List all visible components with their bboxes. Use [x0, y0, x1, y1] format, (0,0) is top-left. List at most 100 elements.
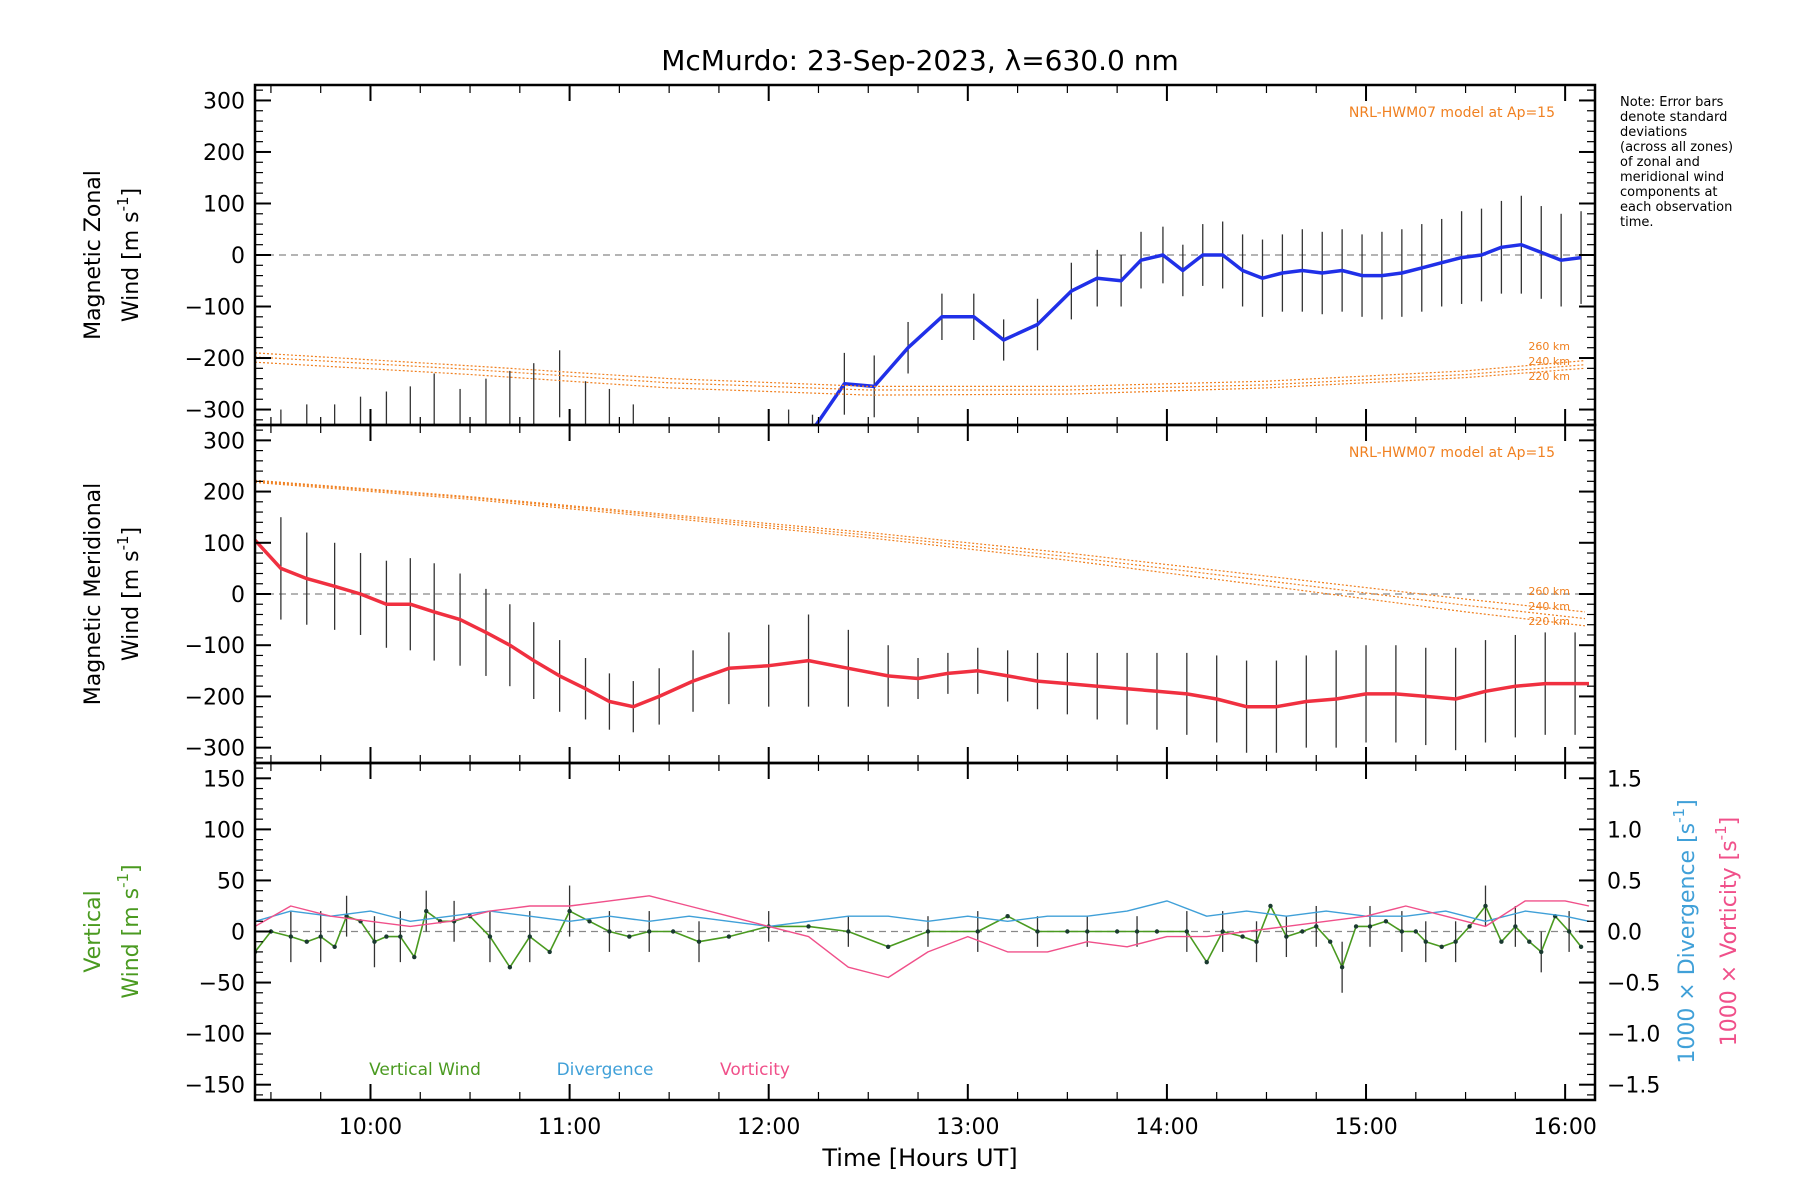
panel-frame [253, 761, 1597, 1102]
vertical-wind-point [1539, 949, 1544, 955]
vertical-wind-point [1268, 903, 1273, 909]
vertical-wind-point [885, 944, 891, 950]
vertical-wind-point [332, 944, 337, 950]
y-tick-label: 100 [203, 192, 245, 217]
vertical-wind-point [607, 929, 612, 934]
note-line: (across all zones) [1620, 140, 1734, 155]
vertical-wind-point [372, 939, 377, 944]
vertical-wind-point [587, 919, 592, 924]
vertical-wind-point [627, 934, 632, 939]
y-tick-label: 150 [203, 767, 245, 792]
vertical-wind-point [1578, 944, 1584, 950]
y2-tick-label: −1.5 [1607, 1074, 1660, 1099]
y-tick-label: 300 [203, 429, 245, 454]
y-tick-label: −100 [185, 1023, 245, 1048]
vertical-wind-point [1220, 929, 1225, 934]
vertical-wind-point [1005, 913, 1010, 919]
x-tick-label: 10:00 [339, 1115, 402, 1140]
x-tick-label: 13:00 [936, 1115, 999, 1140]
x-axis-label: Time [Hours UT] [821, 1144, 1017, 1172]
y-tick-label: −100 [185, 634, 245, 659]
vertical-wind-point [1154, 929, 1160, 934]
vertical-wind-point [806, 924, 811, 929]
vertical-wind-point [318, 934, 323, 939]
y-tick-label: −200 [185, 347, 245, 372]
y-label-line2: Wind [m s-1] [114, 527, 144, 661]
vertical-wind-point [925, 929, 931, 934]
altitude-label: 240 km [1528, 355, 1570, 368]
vertical-wind-point [1327, 939, 1333, 944]
note-line: components at [1620, 185, 1718, 200]
legend-entry: Vorticity [720, 1060, 790, 1080]
panel-meridional: 300 200 100 0 −100 −200 −300 Magnetic Meridiona… [81, 423, 1597, 765]
note-line: denote standard [1620, 110, 1728, 125]
vertical-wind-point [1499, 939, 1504, 944]
vertical-wind-point [1367, 924, 1373, 929]
vertical-wind-point [344, 913, 349, 919]
y-label-line2: Wind [m s-1] [114, 864, 144, 998]
vorticity-axis-label: 1000 × Vorticity [s-1] [1712, 817, 1742, 1046]
vertical-wind-point [1254, 939, 1259, 944]
vertical-wind-point [487, 934, 493, 939]
panel-zonal: 300 200 100 0 −100 −200 −300 Magnetic Zonal Wind… [81, 83, 1597, 427]
vertical-wind-point [424, 908, 429, 914]
series-line-divergence [255, 900, 1590, 928]
vertical-wind-point [1204, 959, 1209, 965]
series-line-model-260-km [255, 479, 1586, 613]
series-line-model-220-km [255, 361, 1586, 396]
altitude-label: 220 km [1528, 370, 1570, 383]
x-tick-label: 12:00 [737, 1115, 800, 1140]
y2-tick-label: 0.5 [1607, 869, 1642, 894]
series-line-model-240-km [255, 356, 1586, 391]
y-tick-label: 0 [231, 583, 245, 608]
y2-tick-label: −0.5 [1607, 972, 1660, 997]
x-tick-label: 15:00 [1334, 1115, 1397, 1140]
altitude-label: 260 km [1528, 340, 1570, 353]
y-tick-label: −100 [185, 296, 245, 321]
y-tick-label: 0 [231, 921, 245, 946]
vertical-wind-point [975, 929, 980, 934]
x-tick-label: 16:00 [1533, 1115, 1596, 1140]
vorticity-axis-label-text: 1000 × Vorticity [s-1] [1712, 817, 1742, 1046]
vertical-wind-point [1483, 903, 1488, 909]
altitude-label: 260 km [1528, 585, 1570, 598]
y2-tick-label: −1.0 [1607, 1023, 1660, 1048]
x-tick-label: 14:00 [1135, 1115, 1198, 1140]
y-label-line2: Wind [m s-1] [114, 188, 144, 322]
divergence-axis-label-text: 1000 × Divergence [s-1] [1670, 799, 1700, 1063]
bottom-panel-extras: 1.5 1.0 0.5 0.0 −0.5 −1.0 −1.5 1000 × Divergenc… [339, 767, 1742, 1172]
y-label-line1: Magnetic Meridional [81, 483, 106, 705]
vertical-wind-point [1423, 939, 1428, 944]
y-tick-label: −150 [185, 1074, 245, 1099]
y-tick-label: 300 [203, 89, 245, 114]
y-tick-label: 100 [203, 818, 245, 843]
vertical-wind-point [846, 929, 851, 934]
vertical-wind-point [1566, 929, 1572, 934]
y-tick-label: −50 [199, 972, 245, 997]
y-tick-label: 200 [203, 141, 245, 166]
altitude-label: 220 km [1528, 615, 1570, 628]
error-bar-note: Note: Error bars denote standard deviati… [1620, 95, 1790, 230]
vertical-wind-point [1399, 929, 1405, 934]
vertical-wind-point [1413, 929, 1419, 934]
vertical-wind-point [412, 954, 417, 960]
y-axis-label: Magnetic Meridional Wind [m s-1] [81, 483, 144, 705]
vertical-wind-point [1240, 934, 1245, 939]
legend-entry: Vertical Wind [369, 1060, 481, 1080]
series-line-zonal-wind [813, 242, 1582, 425]
note-line: Note: Error bars [1620, 95, 1724, 110]
series-line-vorticity [255, 895, 1590, 979]
vertical-wind-point [1314, 924, 1319, 929]
vertical-wind-point [567, 908, 572, 914]
vertical-wind-point [1300, 929, 1305, 934]
series-line-model-260-km [255, 352, 1586, 387]
vertical-wind-point [507, 965, 513, 970]
vertical-wind-point [1184, 929, 1190, 934]
vertical-wind-point [527, 934, 532, 939]
series-line-model-240-km [255, 480, 1586, 620]
figure-title: McMurdo: 23-Sep-2023, λ=630.0 nm [661, 44, 1179, 77]
vertical-wind-point [1114, 929, 1120, 934]
y-tick-label: 200 [203, 481, 245, 506]
vertical-wind-point [1513, 924, 1518, 929]
vertical-wind-point [670, 929, 676, 934]
